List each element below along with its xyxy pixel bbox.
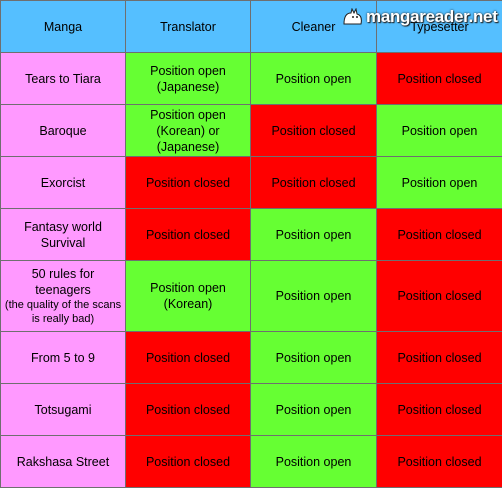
typesetter-status: Position closed: [377, 332, 502, 384]
translator-status: Position closed: [126, 332, 251, 384]
manga-title: 50 rules for teenagers: [3, 266, 123, 298]
cleaner-status: Position open: [251, 209, 377, 261]
table-row: Exorcist Position closed Position closed…: [1, 157, 502, 209]
typesetter-status: Position closed: [377, 261, 502, 332]
manga-title: Exorcist: [1, 157, 126, 209]
table-row: Totsugami Position closed Position open …: [1, 384, 502, 436]
cleaner-status: Position closed: [251, 105, 377, 157]
manga-cell: 50 rules for teenagers (the quality of t…: [1, 261, 126, 332]
typesetter-status: Position closed: [377, 53, 502, 105]
typesetter-status: Position closed: [377, 436, 502, 488]
typesetter-status: Position closed: [377, 209, 502, 261]
header-translator: Translator: [126, 1, 251, 53]
header-cleaner: Cleaner: [251, 1, 377, 53]
table-row: From 5 to 9 Position closed Position ope…: [1, 332, 502, 384]
header-manga: Manga: [1, 1, 126, 53]
table-row: 50 rules for teenagers (the quality of t…: [1, 261, 502, 332]
translator-status: Position open (Japanese): [126, 53, 251, 105]
table-row: Baroque Position open (Korean) or (Japan…: [1, 105, 502, 157]
cleaner-status: Position open: [251, 53, 377, 105]
table-row: Rakshasa Street Position closed Position…: [1, 436, 502, 488]
manga-note: (the quality of the scans is really bad): [3, 298, 123, 326]
typesetter-status: Position closed: [377, 384, 502, 436]
cleaner-status: Position open: [251, 384, 377, 436]
translator-status: Position closed: [126, 157, 251, 209]
manga-title: Rakshasa Street: [1, 436, 126, 488]
translator-status: Position open (Korean) or (Japanese): [126, 105, 251, 157]
cleaner-status: Position open: [251, 332, 377, 384]
translator-status: Position open (Korean): [126, 261, 251, 332]
translator-status: Position closed: [126, 384, 251, 436]
header-row: Manga Translator Cleaner Typesetter: [1, 1, 502, 53]
manga-title: Tears to Tiara: [1, 53, 126, 105]
table-row: Fantasy world Survival Position closed P…: [1, 209, 502, 261]
table-row: Tears to Tiara Position open (Japanese) …: [1, 53, 502, 105]
typesetter-status: Position open: [377, 105, 502, 157]
translator-status: Position closed: [126, 209, 251, 261]
cleaner-status: Position open: [251, 261, 377, 332]
manga-title: Totsugami: [1, 384, 126, 436]
cleaner-status: Position open: [251, 436, 377, 488]
manga-title: Fantasy world Survival: [1, 209, 126, 261]
translator-status: Position closed: [126, 436, 251, 488]
typesetter-status: Position open: [377, 157, 502, 209]
manga-title: Baroque: [1, 105, 126, 157]
header-typesetter: Typesetter: [377, 1, 502, 53]
cleaner-status: Position closed: [251, 157, 377, 209]
manga-title: From 5 to 9: [1, 332, 126, 384]
